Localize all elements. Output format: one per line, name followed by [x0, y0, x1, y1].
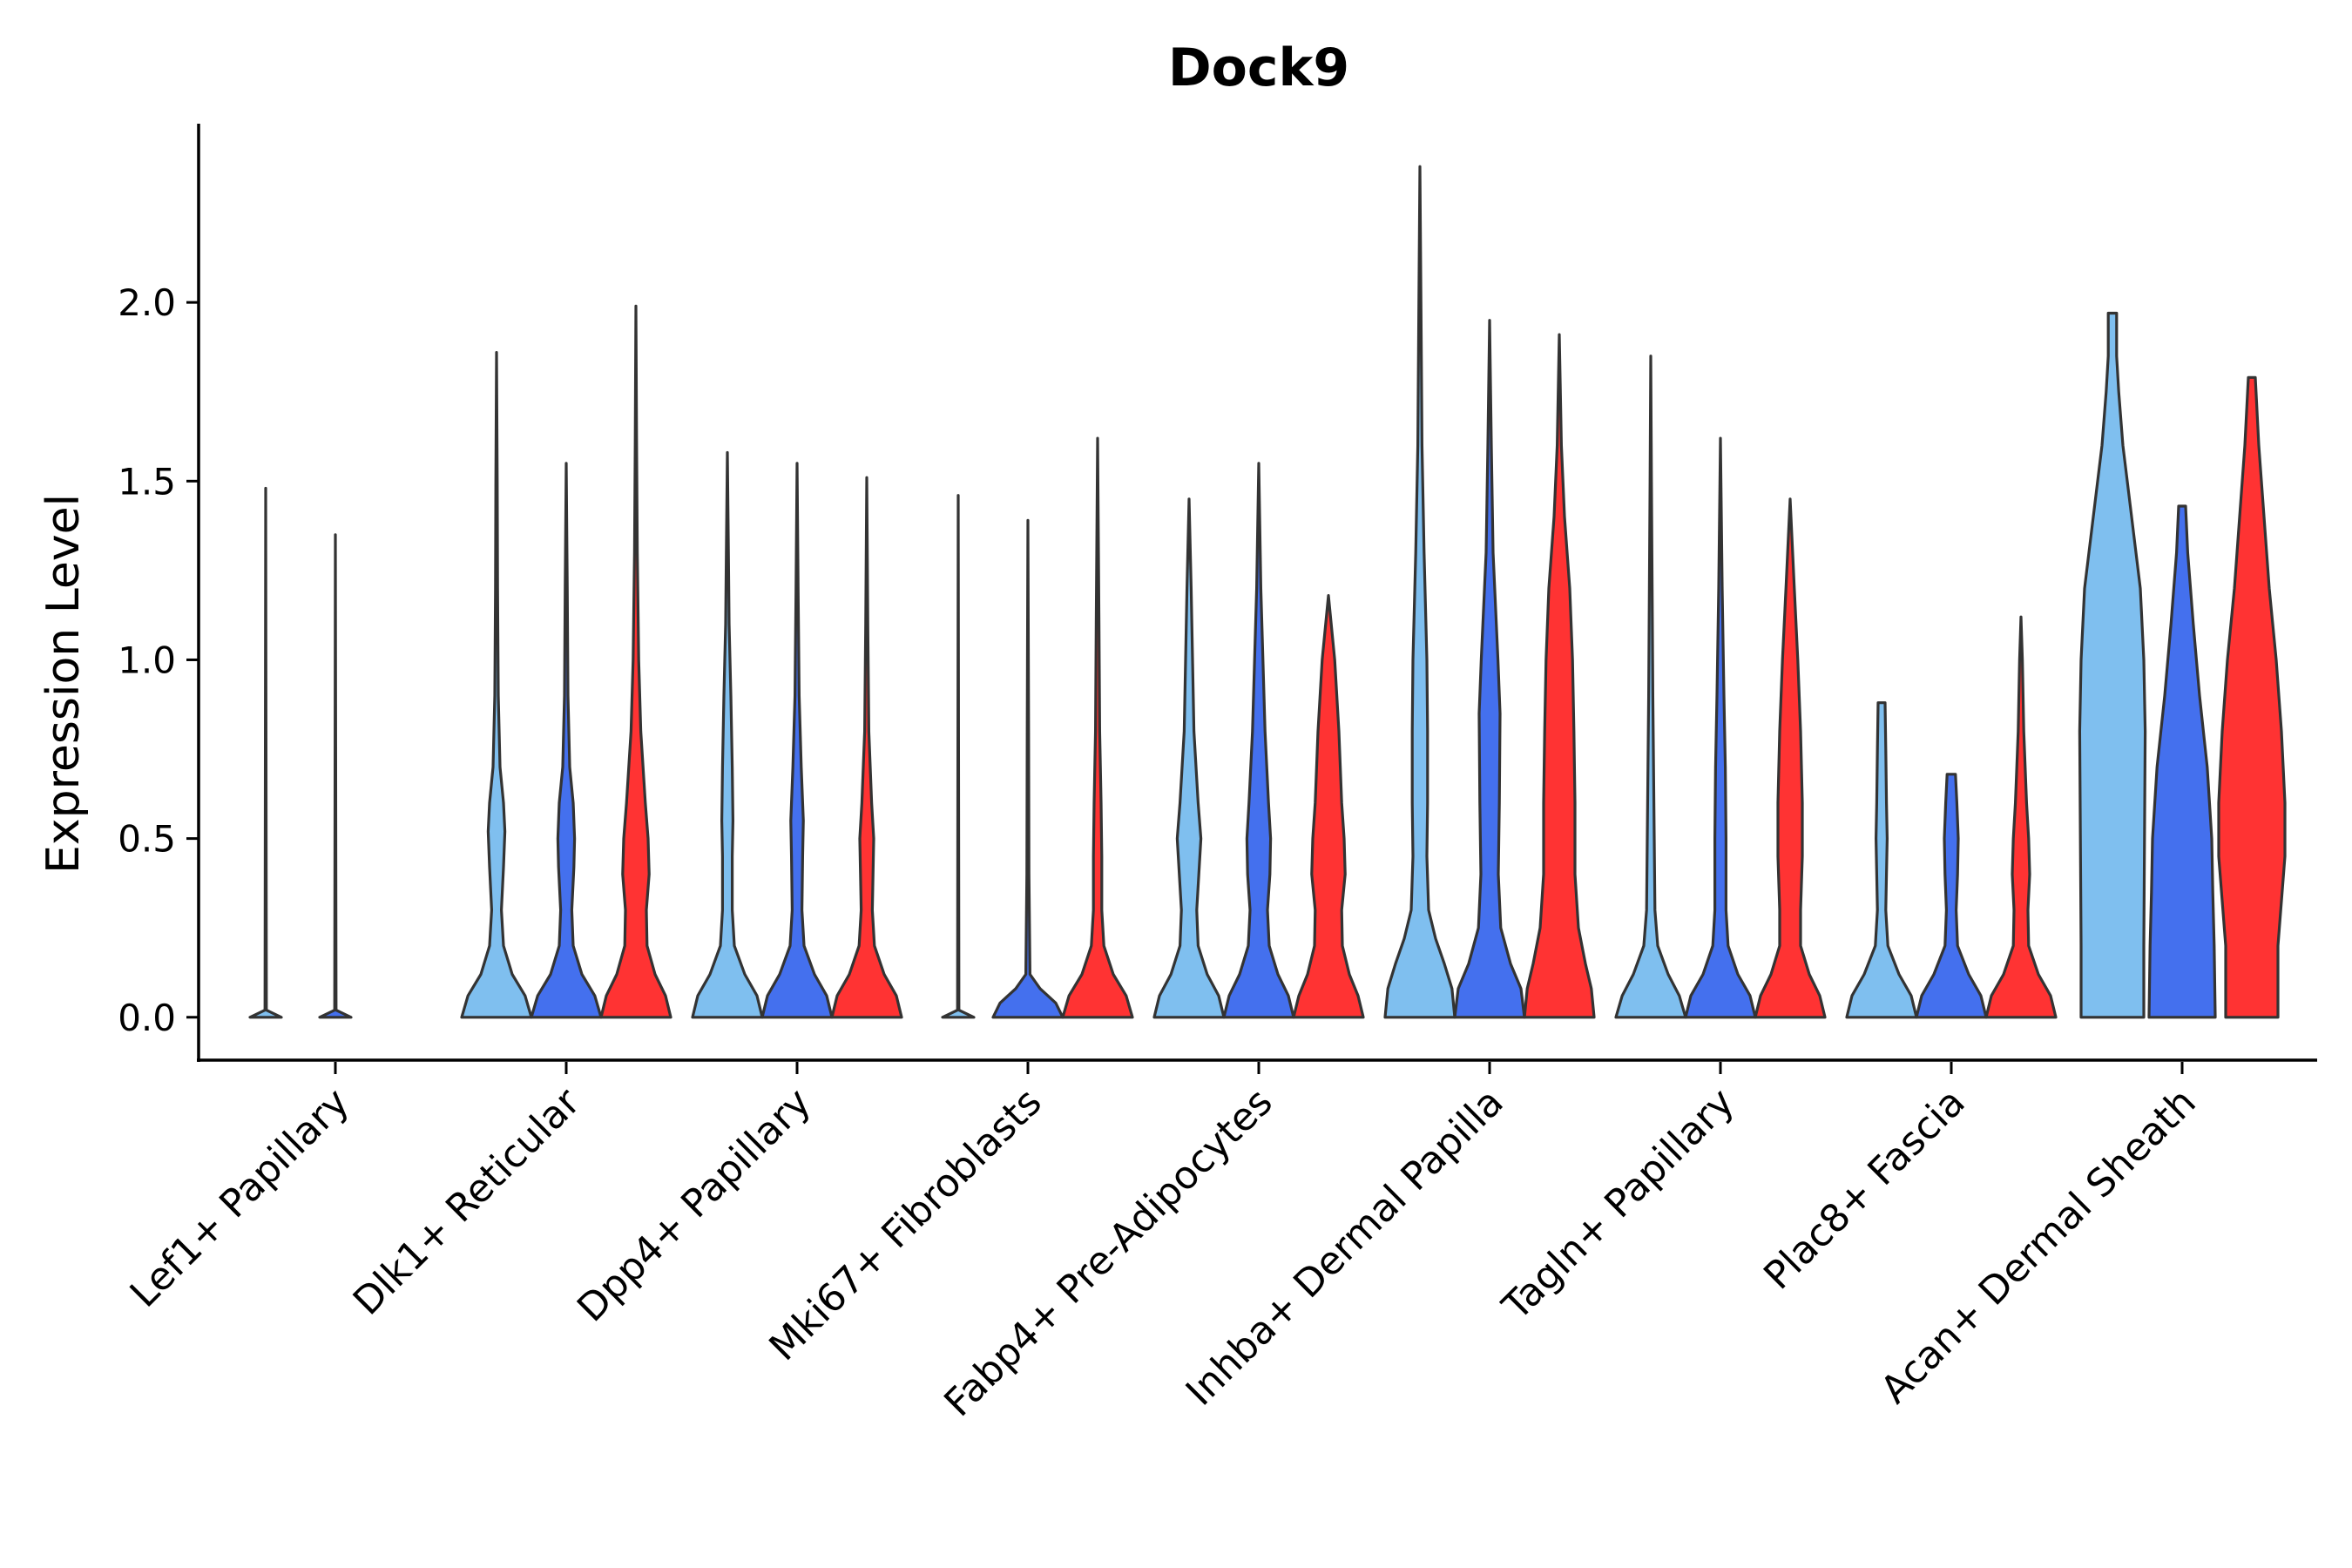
violin-mki67-fibroblasts-group-3 [1061, 436, 1134, 1019]
x-tick-label-lef1-papillary: Lef1+ Papillary [122, 1080, 358, 1316]
violin-acan-dermal-sheath-group-2 [2147, 504, 2217, 1019]
x-tick-label-tagln-papillary: Tagln+ Papillary [1494, 1080, 1743, 1329]
violin-tagln-papillary-group-3 [1754, 497, 1827, 1019]
violins-layer [248, 165, 2287, 1019]
violin-acan-dermal-sheath-group-3 [2217, 375, 2287, 1019]
violin-plac8-fascia-group-3 [1984, 615, 2058, 1019]
violin-dlk1-reticular-group-3 [599, 304, 672, 1019]
y-axis-label: Expression Level [37, 494, 90, 874]
violin-fabp4-pre-adipocytes-group-1 [1152, 497, 1226, 1019]
violin-dpp4-papillary-group-3 [830, 476, 903, 1019]
violin-dpp4-papillary-group-1 [691, 450, 764, 1019]
violin-fabp4-pre-adipocytes-group-2 [1222, 462, 1295, 1019]
violin-tagln-papillary-group-2 [1684, 436, 1757, 1019]
violin-tagln-papillary-group-1 [1614, 355, 1687, 1019]
violin-fabp4-pre-adipocytes-group-3 [1292, 594, 1365, 1019]
violin-inhba-dermal-papilla-group-2 [1453, 319, 1526, 1019]
violin-plac8-fascia-group-2 [1915, 773, 1988, 1019]
violin-inhba-dermal-papilla-group-1 [1383, 165, 1456, 1019]
x-tick-label-dpp4-papillary: Dpp4+ Papillary [569, 1080, 820, 1331]
chart-title: Dock9 [1168, 37, 1349, 98]
y-tick-label: 2.0 [118, 281, 176, 324]
violin-mki67-fibroblasts-group-1 [941, 494, 976, 1019]
violin-inhba-dermal-papilla-group-3 [1523, 333, 1596, 1019]
violin-lef1-papillary-group-1 [248, 486, 283, 1019]
violin-mki67-fibroblasts-group-2 [991, 518, 1064, 1019]
violin-lef1-papillary-group-2 [318, 533, 353, 1019]
violin-dlk1-reticular-group-2 [530, 462, 603, 1019]
y-tick-label: 0.0 [118, 997, 176, 1039]
y-ticks: 0.0 0.5 1.0 1.5 2.0 [118, 281, 199, 1039]
violin-dpp4-papillary-group-2 [760, 462, 834, 1019]
y-tick-label: 1.0 [118, 639, 176, 681]
y-tick-label: 0.5 [118, 818, 176, 861]
y-tick-label: 1.5 [118, 460, 176, 503]
violin-acan-dermal-sheath-group-1 [2078, 311, 2147, 1019]
x-tick-label-dlk1-reticular: Dlk1+ Reticular [345, 1079, 590, 1324]
x-tick-label-plac8-fascia: Plac8+ Fascia [1755, 1080, 1974, 1299]
violin-plac8-fascia-group-1 [1845, 701, 1918, 1019]
violin-dlk1-reticular-group-1 [460, 351, 533, 1019]
